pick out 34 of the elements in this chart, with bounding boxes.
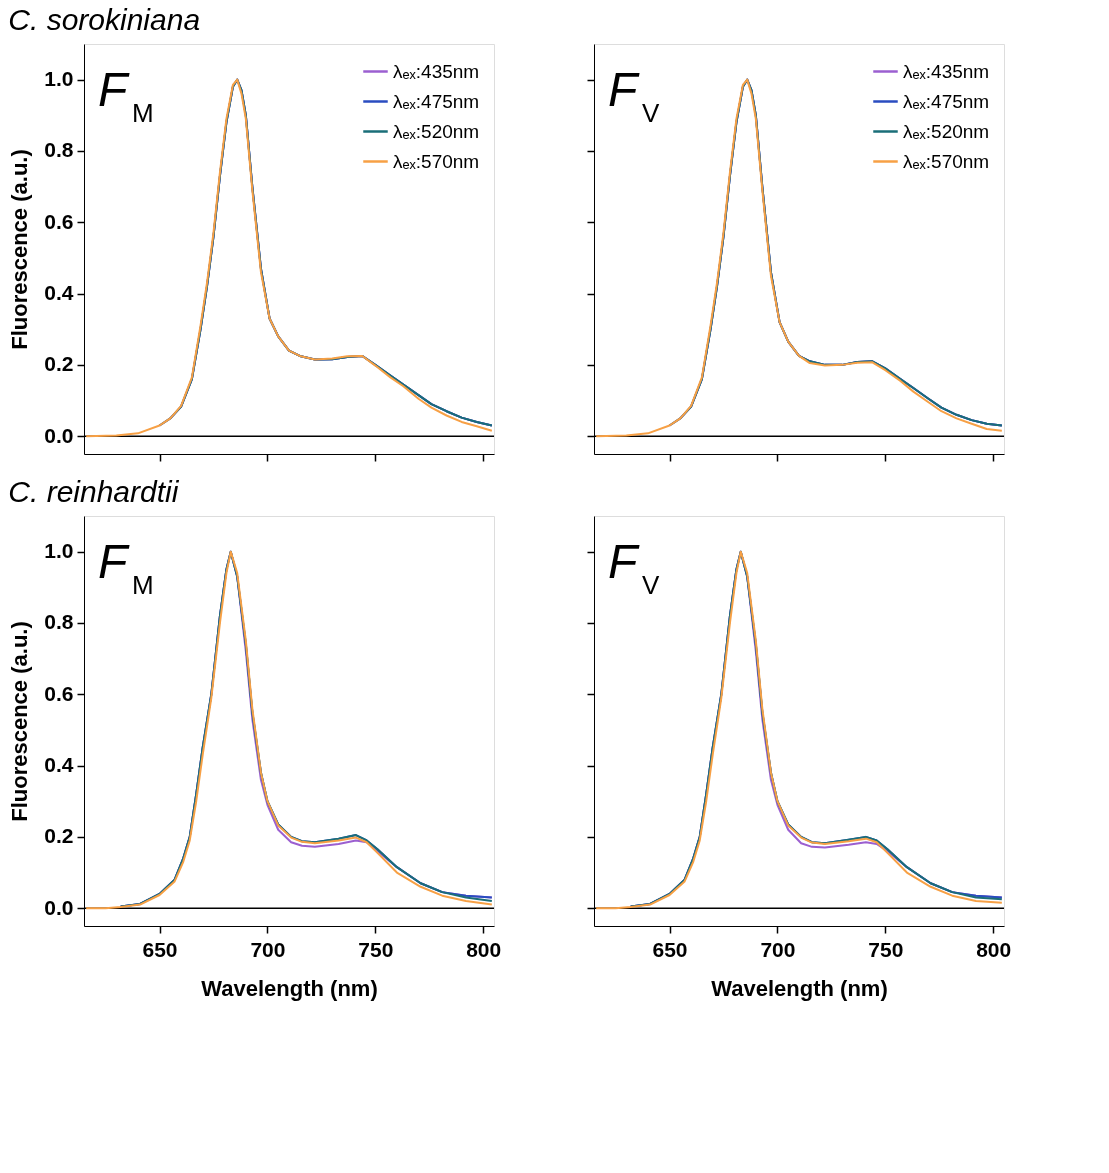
y-tick-label: 0.2: [44, 352, 74, 376]
x-axis-title: Wavelength (nm): [201, 975, 378, 1001]
legend-label: λₑₓ:570nm: [903, 150, 990, 172]
x-tick-label: 650: [142, 937, 178, 961]
legend-label: λₑₓ:435nm: [903, 60, 990, 82]
x-tick-label: 650: [652, 937, 688, 961]
x-tick-label: 700: [760, 937, 796, 961]
y-tick-label: 0.8: [44, 610, 74, 634]
x-tick-label: 800: [976, 937, 1012, 961]
x-tick-label: 750: [358, 937, 394, 961]
y-tick-label: 0.0: [44, 895, 74, 919]
x-tick-label: 700: [250, 937, 286, 961]
y-tick-label: 0.8: [44, 138, 74, 162]
chart-title: C. reinhardtii: [8, 474, 180, 508]
x-axis-title: Wavelength (nm): [711, 975, 888, 1001]
y-tick-label: 0.2: [44, 824, 74, 848]
x-tick-label: 800: [466, 937, 502, 961]
y-tick-label: 1.0: [44, 67, 74, 91]
y-tick-label: 0.6: [44, 681, 74, 705]
chart-title: C. sorokiniana: [8, 2, 201, 36]
legend-label: λₑₓ:435nm: [393, 60, 480, 82]
legend-label: λₑₓ:475nm: [903, 90, 990, 112]
y-axis-title: Fluorescence (a.u.): [7, 149, 33, 350]
legend-label: λₑₓ:520nm: [393, 120, 480, 142]
y-axis-title: Fluorescence (a.u.): [7, 621, 33, 822]
legend-label: λₑₓ:570nm: [393, 150, 480, 172]
y-tick-label: 0.6: [44, 209, 74, 233]
legend-label: λₑₓ:520nm: [903, 120, 990, 142]
y-tick-label: 0.4: [44, 753, 74, 777]
y-tick-label: 0.0: [44, 423, 74, 447]
legend-label: λₑₓ:475nm: [393, 90, 480, 112]
x-tick-label: 750: [868, 937, 904, 961]
y-tick-label: 0.4: [44, 281, 74, 305]
y-tick-label: 1.0: [44, 539, 74, 563]
